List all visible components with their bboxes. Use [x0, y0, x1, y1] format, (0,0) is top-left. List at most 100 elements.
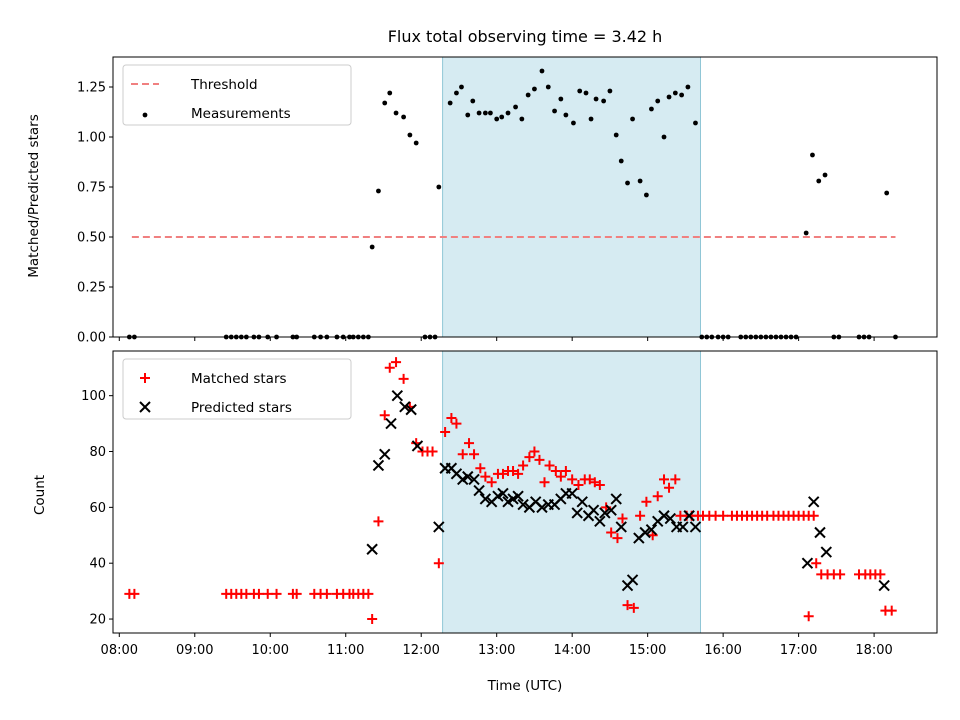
matched-point	[573, 480, 584, 491]
legend-label: Matched stars	[191, 371, 287, 387]
measurement-point	[465, 112, 471, 118]
matched-point	[524, 452, 535, 463]
predicted-point	[677, 521, 689, 533]
measurement-point	[618, 158, 624, 164]
matched-point	[628, 602, 639, 613]
measurement-point	[532, 86, 537, 92]
matched-point	[635, 510, 646, 521]
measurement-point	[499, 114, 505, 120]
bottom-y-axis-label: Count	[32, 475, 48, 515]
predicted-point	[645, 523, 658, 536]
measurement-point	[382, 100, 388, 106]
measurement-point	[447, 100, 453, 106]
x-axis-label: Time (UTC)	[487, 678, 563, 694]
measurement-point	[613, 132, 619, 138]
measurement-point	[577, 88, 583, 94]
measurement-point	[672, 90, 678, 96]
x-tick-label: 16:00	[704, 643, 741, 658]
measurement-point	[525, 92, 531, 98]
legend-label: Threshold	[190, 77, 258, 93]
series-matched-stars	[124, 357, 897, 625]
predicted-point	[689, 521, 702, 533]
predicted-point	[468, 473, 480, 486]
predicted-point	[820, 546, 833, 558]
measurement-point	[376, 188, 381, 194]
measurement-point	[413, 140, 419, 146]
series-predicted-stars	[366, 389, 890, 592]
matched-point	[835, 569, 846, 580]
measurement-point	[387, 90, 393, 96]
measurement-point	[552, 108, 557, 114]
matched-point	[811, 558, 822, 569]
matched-point	[513, 468, 524, 479]
measurement-point	[436, 184, 442, 190]
matched-point	[622, 600, 633, 611]
predicted-point	[658, 510, 670, 522]
x-tick-label: 09:00	[176, 643, 213, 658]
measurement-point	[571, 120, 576, 126]
predicted-point	[571, 507, 583, 519]
predicted-point	[615, 521, 627, 533]
measurement-point	[407, 132, 413, 138]
observing-window-shade	[442, 56, 701, 338]
matched-point	[584, 474, 595, 485]
bottom-panel: 20 40 60 80 100 08:00 09:00 10:00 11:00 12:00 13:0…	[81, 350, 938, 658]
measurement-point	[513, 104, 518, 110]
measurement-point	[884, 190, 890, 196]
measurement-point	[649, 106, 654, 112]
measurement-point	[505, 110, 511, 116]
measurement-point	[661, 134, 667, 140]
measurement-point	[810, 152, 815, 158]
measurement-point	[822, 172, 828, 178]
predicted-point	[517, 498, 529, 511]
matched-point	[367, 614, 378, 625]
predicted-point	[576, 496, 588, 508]
x-tick-label: 10:00	[252, 643, 289, 658]
measurement-point	[655, 98, 661, 104]
matched-point	[659, 474, 670, 485]
matched-point	[321, 588, 332, 599]
legend-matched-swatch	[140, 373, 150, 383]
predicted-point	[536, 501, 548, 514]
y-tick-label: 60	[89, 501, 106, 516]
legend-label: Predicted stars	[191, 400, 292, 416]
predicted-point	[610, 493, 622, 505]
y-tick-label: 0.00	[77, 331, 106, 346]
matched-point	[550, 466, 561, 477]
x-tick-label: 13:00	[478, 643, 515, 658]
legend-box	[122, 358, 352, 420]
measurement-point	[454, 90, 459, 96]
legend-label: Measurements	[191, 106, 291, 122]
legend-box	[122, 64, 352, 126]
measurement-point	[482, 110, 488, 116]
x-tick-label: 18:00	[855, 643, 892, 658]
measurement-point	[685, 84, 691, 90]
measurement-point	[393, 110, 399, 116]
matched-point	[379, 410, 390, 421]
matched-point	[718, 510, 729, 521]
predicted-point	[594, 515, 606, 528]
predicted-point	[385, 417, 397, 430]
predicted-point	[372, 459, 385, 472]
matched-point	[539, 477, 550, 488]
matched-point	[446, 413, 457, 424]
x-tick-label: 11:00	[327, 643, 364, 658]
matched-point	[560, 466, 571, 477]
matched-point	[617, 513, 628, 524]
measurement-point	[488, 110, 493, 116]
measurement-point	[539, 68, 545, 74]
matched-point	[433, 558, 444, 569]
matched-point	[606, 527, 617, 538]
matched-point	[670, 474, 681, 485]
plot-frame	[112, 350, 938, 634]
measurement-point	[563, 112, 569, 118]
measurement-point	[643, 192, 649, 198]
predicted-point	[366, 543, 378, 555]
measurement-point	[369, 244, 375, 250]
predicted-point	[587, 504, 600, 516]
x-tick-label: 14:00	[553, 643, 590, 658]
predicted-point	[473, 484, 485, 497]
matched-point	[451, 418, 462, 429]
matched-point	[457, 449, 468, 460]
